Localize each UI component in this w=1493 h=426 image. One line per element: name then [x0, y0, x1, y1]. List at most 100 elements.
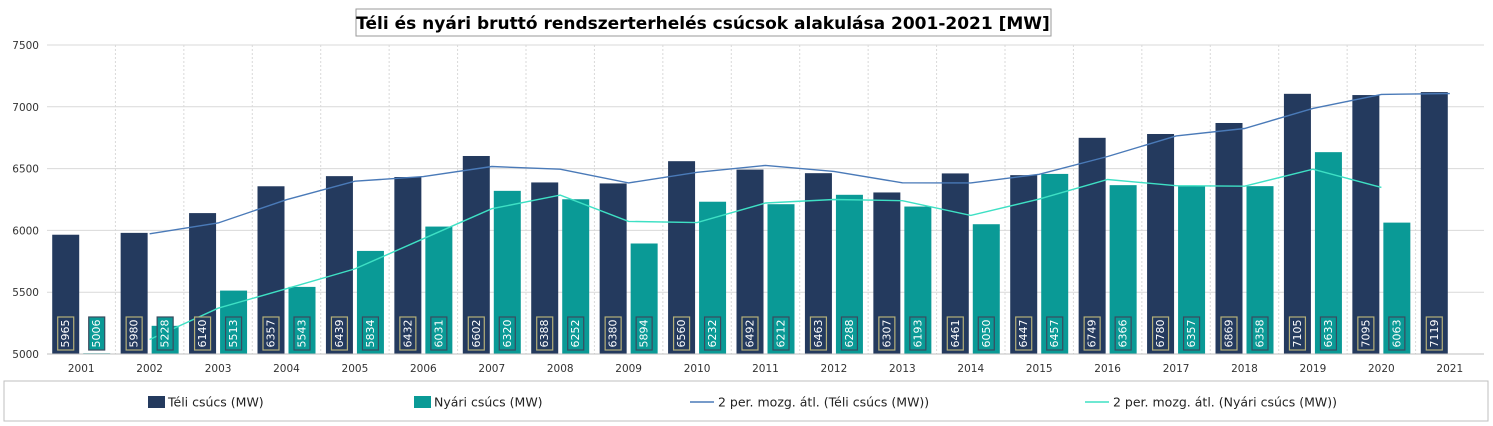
x-tick-label: 2012: [821, 363, 848, 375]
data-label-summer-box: [703, 316, 722, 351]
data-label-summer: 6357: [1185, 320, 1198, 348]
data-label-summer: 6288: [843, 320, 856, 348]
data-label-summer: 6252: [569, 320, 582, 348]
data-label-winter-box: [1288, 316, 1307, 351]
y-tick-label: 7500: [12, 40, 39, 52]
data-label-winter: 6463: [812, 320, 825, 348]
legend-item-summer-label: Nyári csúcs (MW): [434, 395, 543, 410]
y-tick-label: 5000: [12, 349, 39, 361]
data-label-summer: 6366: [1117, 320, 1130, 348]
data-label-winter: 6357: [265, 320, 278, 348]
data-label-summer: 5543: [296, 320, 309, 348]
data-label-summer: 6358: [1254, 320, 1267, 348]
data-label-winter-box: [330, 316, 349, 351]
x-tick-label: 2019: [1300, 363, 1327, 375]
y-tick-label: 6000: [12, 225, 39, 237]
data-label-winter-box: [262, 316, 280, 351]
x-tick-label: 2011: [752, 363, 779, 375]
data-label-winter: 5965: [59, 320, 72, 348]
legend: Téli csúcs (MW) Nyári csúcs (MW) 2 per. mo…: [3, 380, 1489, 422]
data-label-winter-box: [946, 316, 964, 351]
data-label-winter: 7095: [1359, 320, 1372, 348]
legend-item-winter-label: Téli csúcs (MW): [167, 395, 264, 410]
data-label-summer-box: [977, 316, 995, 351]
data-label-winter: 7119: [1428, 320, 1441, 348]
data-label-winter: 6602: [470, 320, 483, 348]
data-label-summer: 6320: [501, 320, 514, 348]
bar-winter: [1283, 93, 1311, 355]
data-label-summer: 5513: [227, 320, 240, 348]
data-label-summer-box: [635, 316, 653, 351]
x-tick-label: 2002: [136, 363, 163, 375]
data-label-winter-box: [1220, 316, 1238, 351]
line-moving-avg-winter: [149, 92, 1450, 235]
data-label-summer-box: [1251, 316, 1269, 351]
legend-item-avg-winter-label: 2 per. mozg. átl. (Téli csúcs (MW)): [718, 395, 929, 410]
data-label-winter-box: [1083, 316, 1101, 351]
data-label-winter-box: [741, 316, 759, 351]
data-label-summer-box: [1182, 316, 1201, 351]
data-label-summer-box: [1046, 316, 1064, 351]
legend-item-winter-swatch: [148, 396, 165, 408]
x-tick-label: 2017: [1163, 363, 1190, 375]
data-label-winter-box: [809, 316, 828, 351]
data-label-summer-box: [567, 316, 585, 351]
data-label-winter: 6447: [1017, 320, 1030, 348]
data-label-winter-box: [467, 316, 485, 351]
data-label-winter-box: [57, 316, 75, 351]
data-label-winter: 6560: [675, 320, 688, 348]
data-label-summer-box: [498, 316, 516, 351]
x-tick-label: 2010: [684, 363, 711, 375]
x-tick-label: 2008: [547, 363, 574, 375]
data-label-summer: 5894: [638, 320, 651, 348]
data-label-summer-box: [430, 316, 448, 351]
data-label-summer-box: [772, 316, 790, 351]
data-label-winter-box: [878, 316, 896, 351]
y-tick-label: 6500: [12, 164, 39, 176]
data-label-summer-box: [156, 316, 174, 351]
x-tick-label: 2015: [1026, 363, 1053, 375]
data-label-summer: 6031: [432, 320, 445, 348]
data-label-summer: 6212: [775, 320, 788, 348]
legend-item-avg-summer: 2 per. mozg. átl. (Nyári csúcs (MW)): [1085, 395, 1337, 410]
data-label-summer: 5228: [159, 320, 172, 348]
x-tick-label: 2014: [957, 363, 984, 375]
legend-item-winter: Téli csúcs (MW): [148, 395, 264, 410]
data-label-summer: 5834: [364, 320, 377, 348]
data-label-summer: 6232: [706, 320, 719, 348]
y-tick-label: 7000: [12, 102, 39, 114]
data-label-summer: 6457: [1048, 320, 1061, 348]
data-label-winter-box: [604, 316, 622, 351]
plot-area: 5000 5500 6000 6500 7000 7500 5965 5006 5980 5228…: [12, 40, 1484, 375]
data-label-summer-box: [361, 316, 380, 351]
x-tick-label: 2006: [410, 363, 437, 375]
data-label-summer: 5006: [90, 320, 103, 348]
data-label-winter-box: [399, 316, 417, 351]
data-label-winter: 6461: [949, 320, 962, 348]
data-label-summer-box: [224, 316, 243, 351]
data-label-summer-box: [840, 316, 859, 351]
x-tick-label: 2020: [1368, 363, 1395, 375]
data-label-winter-box: [1357, 316, 1375, 351]
x-tick-label: 2018: [1231, 363, 1258, 375]
data-label-winter-box: [1425, 316, 1443, 351]
data-label-summer-box: [909, 316, 927, 351]
x-tick-label: 2001: [68, 363, 95, 375]
legend-frame: [3, 380, 1489, 422]
data-label-winter: 6492: [744, 320, 757, 348]
data-label-summer-box: [293, 316, 311, 351]
data-label-winter: 6432: [401, 320, 414, 348]
bar-winter: [1352, 95, 1380, 355]
chart-title-group: Téli és nyári bruttó rendszerterhelés cs…: [355, 8, 1052, 37]
data-label-winter: 6388: [538, 320, 551, 348]
data-label-winter-box: [1015, 316, 1033, 351]
x-tick-label: 2007: [478, 363, 505, 375]
data-label-summer-box: [1319, 316, 1338, 351]
data-label-summer: 6050: [980, 320, 993, 348]
data-label-winter-box: [193, 316, 212, 351]
data-label-winter: 6307: [880, 320, 893, 348]
x-tick-label: 2016: [1094, 363, 1121, 375]
bar-winter: [1215, 122, 1243, 354]
x-tick-label: 2013: [889, 363, 916, 375]
